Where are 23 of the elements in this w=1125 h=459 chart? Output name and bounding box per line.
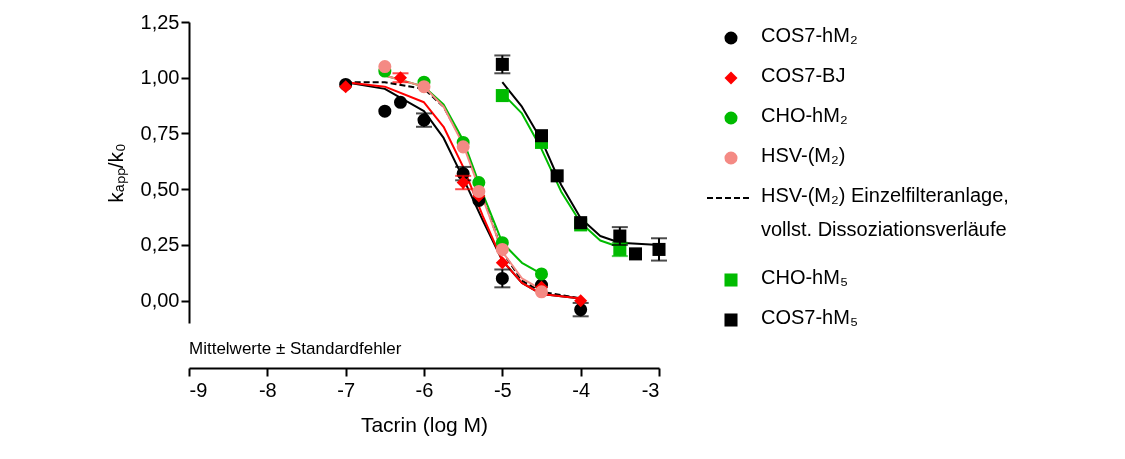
- x-tick-label: -4: [572, 378, 591, 401]
- y-tick-label: 0,25: [140, 233, 180, 256]
- x-tick-label: -5: [493, 378, 512, 401]
- legend-label: CHO-hM₅: [761, 266, 848, 288]
- legend-label: HSV-(M₂) Einzelfilteranlage, vollst. Dissoziationsverläufe: [761, 184, 1009, 240]
- legend-label: HSV-(M₂): [761, 144, 846, 166]
- x-tick-label: -8: [258, 378, 277, 401]
- y-tick-label: 1,00: [140, 66, 180, 89]
- y-axis-title: kₐₚₚ/k₀: [103, 143, 129, 203]
- x-tick-label: -3: [641, 378, 660, 401]
- legend-label: COS7-hM₂: [761, 24, 858, 46]
- y-tick-label: 0,75: [140, 121, 180, 144]
- legend-label: COS7-BJ: [761, 64, 846, 86]
- legend-label: COS7-hM₅: [761, 306, 858, 328]
- text: Mittelwerte ± Standardfehler: [189, 339, 402, 358]
- x-tick-label: -6: [415, 378, 434, 401]
- x-axis-title: Tacrin (log M): [360, 412, 489, 436]
- y-tick-label: 0,00: [140, 289, 180, 312]
- y-tick-label: 0,50: [140, 177, 180, 200]
- y-tick-label: 1,25: [140, 10, 180, 33]
- legend-label: CHO-hM₂: [761, 104, 848, 126]
- x-tick-label: -7: [337, 378, 356, 401]
- x-tick-label: -9: [189, 378, 208, 401]
